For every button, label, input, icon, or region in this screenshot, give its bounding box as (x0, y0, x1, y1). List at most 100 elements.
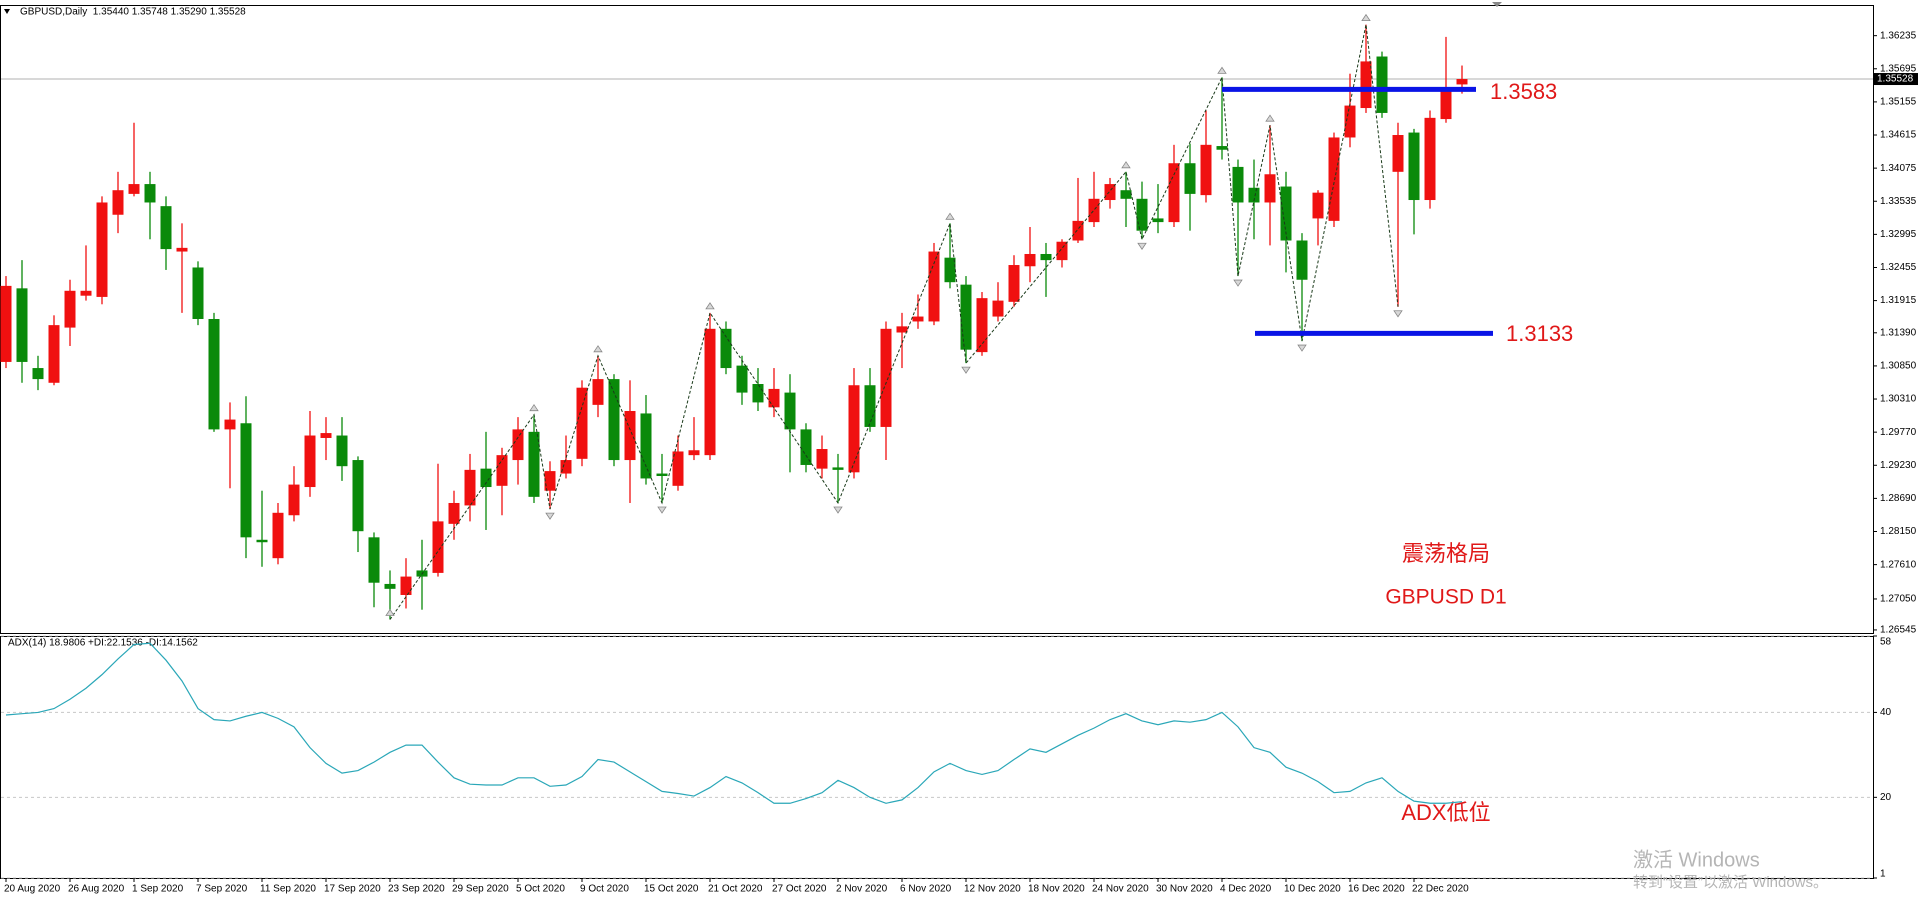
y-tick-label: 1.28690 (1880, 493, 1917, 504)
candle-body (720, 328, 732, 369)
x-tick-label: 24 Nov 2020 (1092, 884, 1149, 895)
y-tick-label: 1.31390 (1880, 327, 1917, 338)
candle-body (512, 429, 524, 461)
candle-body (640, 413, 652, 479)
candle-body (160, 206, 172, 250)
candle-body (656, 473, 668, 476)
y-tick-label: 1.27610 (1880, 559, 1917, 570)
x-tick-label: 9 Oct 2020 (580, 884, 629, 895)
candle-body (240, 423, 252, 538)
fractal-marker (1361, 13, 1371, 22)
candle-body (800, 429, 812, 465)
x-tick-label: 29 Sep 2020 (452, 884, 509, 895)
candle-body (832, 467, 844, 470)
candle-body (1168, 163, 1180, 223)
candle-body (1392, 135, 1404, 172)
x-tick-label: 30 Nov 2020 (1156, 884, 1213, 895)
fractal-marker (1137, 242, 1147, 250)
x-tick-label: 17 Sep 2020 (324, 884, 381, 895)
x-tick-label: 15 Oct 2020 (644, 884, 699, 895)
fractal-marker (1233, 279, 1243, 287)
candle-body (1264, 174, 1276, 203)
candle-body (1376, 56, 1388, 113)
candle-body (1120, 190, 1132, 199)
y-tick-label: 1.30310 (1880, 394, 1917, 405)
candle-body (1312, 192, 1324, 219)
main-header: GBPUSD,Daily 1.35440 1.35748 1.35290 1.3… (20, 7, 246, 18)
candle-body (304, 435, 316, 488)
fractal-marker (1121, 161, 1131, 169)
x-tick-label: 22 Dec 2020 (1412, 884, 1469, 895)
x-tick-label: 26 Aug 2020 (68, 884, 125, 895)
candle-body (1008, 265, 1020, 302)
candle-body (48, 325, 60, 383)
candle-body (208, 319, 220, 430)
candle-body (560, 460, 572, 474)
fractal-marker (961, 366, 971, 374)
y-tick-label: 1.27050 (1880, 594, 1917, 605)
candle-body (1408, 132, 1420, 201)
x-tick-label: 11 Sep 2020 (260, 884, 316, 895)
y-tick-label: 1.32455 (1880, 262, 1917, 273)
candle-body (1152, 218, 1164, 223)
y-tick-label: 1.29770 (1880, 427, 1917, 438)
fractal-marker (945, 212, 955, 220)
candle-body (1232, 166, 1244, 203)
x-tick-label: 5 Oct 2020 (516, 884, 565, 895)
shift-marker (1492, 2, 1502, 7)
candle-body (544, 471, 556, 491)
menu-triangle (4, 9, 10, 14)
candle-body (16, 288, 28, 362)
candle-body (768, 388, 780, 408)
candle-body (896, 326, 908, 333)
fractal-marker (1297, 344, 1307, 352)
candle-body (1088, 198, 1100, 223)
candle-body (608, 379, 620, 461)
fractal-marker (705, 302, 715, 310)
x-tick-label: 21 Oct 2020 (708, 884, 763, 895)
fractal-marker (1265, 114, 1275, 122)
candle-body (176, 247, 188, 252)
y-tick-label: 1.30850 (1880, 361, 1917, 372)
candle-body (144, 184, 156, 203)
watermark: 激活 Windows (1633, 848, 1760, 871)
candle-body (704, 328, 716, 456)
candle-body (912, 316, 924, 322)
y-tick-label: 1 (1880, 869, 1886, 880)
candle-body (960, 284, 972, 350)
candle-body (224, 419, 236, 430)
x-tick-label: 18 Nov 2020 (1028, 884, 1085, 895)
candle-body (784, 392, 796, 430)
candle-body (256, 539, 268, 543)
candle-body (1344, 105, 1356, 138)
candle-body (272, 512, 284, 559)
candle-body (864, 385, 876, 427)
candle-body (496, 455, 508, 486)
candle-body (1072, 220, 1084, 241)
candle-body (1200, 144, 1212, 196)
candle-body (0, 285, 12, 362)
candle-body (1216, 146, 1228, 150)
candle-body (384, 583, 396, 589)
x-tick-label: 7 Sep 2020 (196, 884, 248, 895)
x-tick-label: 6 Nov 2020 (900, 884, 952, 895)
annotation: ADX低位 (1401, 800, 1490, 825)
zigzag-line (389, 24, 1399, 620)
y-tick-label: 1.26545 (1880, 625, 1917, 636)
bid-label: 1.35528 (1877, 74, 1914, 85)
candle-body (672, 451, 684, 486)
candle-body (368, 537, 380, 583)
candle-body (96, 202, 108, 297)
candle-body (1424, 117, 1436, 201)
candle-body (80, 290, 92, 296)
candle-body (1040, 253, 1052, 261)
candle-body (1328, 137, 1340, 221)
x-tick-label: 10 Dec 2020 (1284, 884, 1341, 895)
annotation: 1.3583 (1490, 79, 1557, 104)
y-tick-label: 1.35695 (1880, 63, 1917, 74)
candle-body (1104, 184, 1116, 201)
candle-body (816, 449, 828, 469)
candle-body (880, 328, 892, 427)
